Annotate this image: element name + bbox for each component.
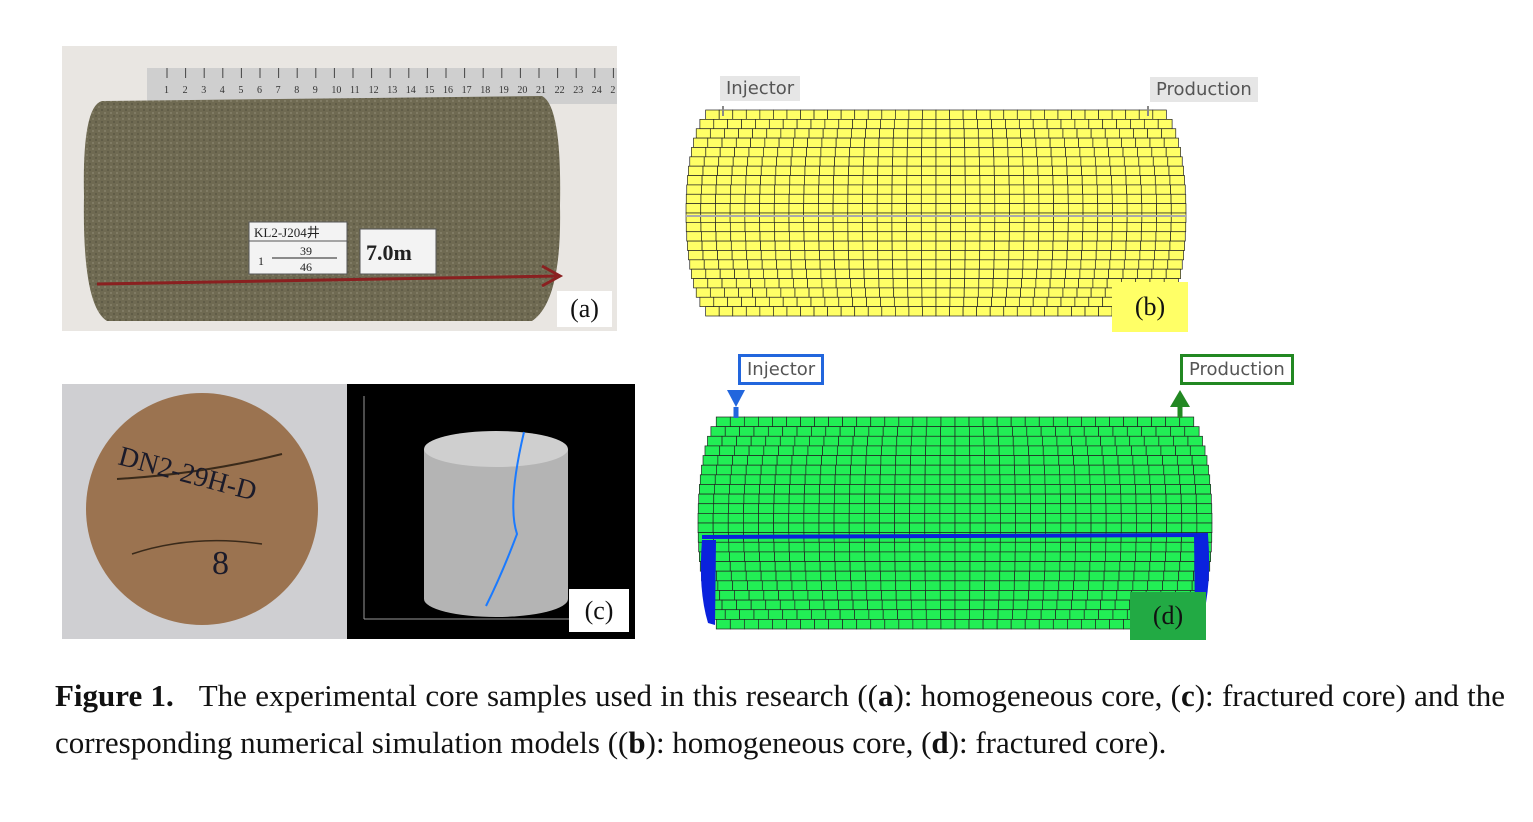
panel-a-label: (a) bbox=[557, 291, 612, 327]
ct-scan-cylinder bbox=[424, 431, 568, 617]
core-writing-2: 8 bbox=[212, 545, 229, 582]
depth-tag bbox=[359, 228, 437, 275]
panel-d-model: Injector Production (d) bbox=[690, 345, 1310, 645]
ruler-number: 16 bbox=[443, 85, 453, 96]
panel-a-photo: KL2-J204井 1 39 46 7.0m 1 2 3 4 5 6 7 8 9 10 11 12 13… bbox=[62, 46, 617, 331]
ruler-number: 23 bbox=[573, 85, 583, 96]
caption-ref-b: b bbox=[628, 725, 646, 760]
production-label-b: Production bbox=[1150, 77, 1258, 102]
panel-b-model: Injector Production (b) bbox=[650, 70, 1270, 335]
ruler-number: 15 bbox=[424, 85, 434, 96]
ruler-number: 18 bbox=[480, 85, 490, 96]
ruler-number: 10 bbox=[331, 85, 341, 96]
ruler-number: 5 bbox=[238, 85, 243, 96]
fractured-core-images: DN2-29H-D 8 bbox=[62, 384, 635, 639]
ruler-number: 1 bbox=[164, 85, 169, 96]
caption-ref-a: a bbox=[878, 678, 894, 713]
injector-label-d: Injector bbox=[738, 354, 825, 385]
figure-caption: Figure 1. The experimental core samples … bbox=[55, 672, 1505, 766]
caption-text-2: ): homogeneous core, ( bbox=[893, 678, 1181, 713]
production-label-d: Production bbox=[1180, 354, 1294, 385]
ruler-number: 7 bbox=[276, 85, 281, 96]
sample-tag-num: 1 bbox=[258, 254, 264, 268]
homogeneous-grid-model bbox=[685, 106, 1187, 317]
ruler-number: 11 bbox=[350, 85, 360, 96]
caption-text-4: ): homogeneous core, ( bbox=[645, 725, 932, 760]
panel-b-label: (b) bbox=[1112, 282, 1188, 332]
ruler-number: 20 bbox=[517, 85, 527, 96]
homogeneous-core-photo: KL2-J204井 1 39 46 7.0m 1 2 3 4 5 6 7 8 9 10 11 12 13… bbox=[83, 68, 617, 321]
sample-tag-frac-bottom: 46 bbox=[300, 260, 312, 274]
ruler-number: 2 bbox=[610, 85, 615, 96]
fractured-core-photo bbox=[86, 393, 318, 625]
caption-ref-c: c bbox=[1180, 678, 1195, 713]
injector-marker bbox=[727, 390, 745, 407]
ruler-number: 21 bbox=[536, 85, 546, 96]
sample-tag-frac-top: 39 bbox=[300, 244, 312, 258]
production-marker bbox=[1170, 390, 1190, 407]
fractured-grid-model bbox=[697, 390, 1213, 630]
caption-text-1: The experimental core samples used in th… bbox=[198, 678, 878, 713]
ct-fracture-line bbox=[485, 431, 525, 607]
ruler-number: 6 bbox=[257, 85, 262, 96]
ruler-number: 24 bbox=[592, 85, 602, 96]
panel-d-label: (d) bbox=[1130, 592, 1206, 640]
ruler-number: 8 bbox=[294, 85, 299, 96]
injector-label-b: Injector bbox=[720, 76, 801, 101]
ruler-number: 3 bbox=[201, 85, 206, 96]
panel-c-label: (c) bbox=[569, 589, 629, 632]
ruler-number: 4 bbox=[220, 85, 225, 96]
orientation-line bbox=[96, 274, 558, 286]
ruler-number: 12 bbox=[369, 85, 379, 96]
panel-c-photo: DN2-29H-D 8 (c) bbox=[62, 384, 635, 639]
caption-text-3: ): fractured core) and the corresponding… bbox=[55, 678, 1506, 760]
ruler-number: 13 bbox=[387, 85, 397, 96]
caption-prefix: Figure 1. bbox=[55, 678, 174, 713]
sample-tag-top: KL2-J204井 bbox=[254, 225, 320, 240]
caption-ref-d: d bbox=[931, 725, 949, 760]
ruler-number: 14 bbox=[406, 85, 416, 96]
ruler-number: 22 bbox=[555, 85, 565, 96]
ruler-number: 19 bbox=[499, 85, 509, 96]
caption-text-5: ): fractured core). bbox=[948, 725, 1167, 760]
depth-tag-text: 7.0m bbox=[366, 240, 412, 265]
sample-tag bbox=[248, 221, 348, 275]
ruler-number: 9 bbox=[313, 85, 318, 96]
core-body bbox=[83, 96, 561, 321]
ruler-number: 2 bbox=[183, 85, 188, 96]
ruler-number: 17 bbox=[462, 85, 472, 96]
